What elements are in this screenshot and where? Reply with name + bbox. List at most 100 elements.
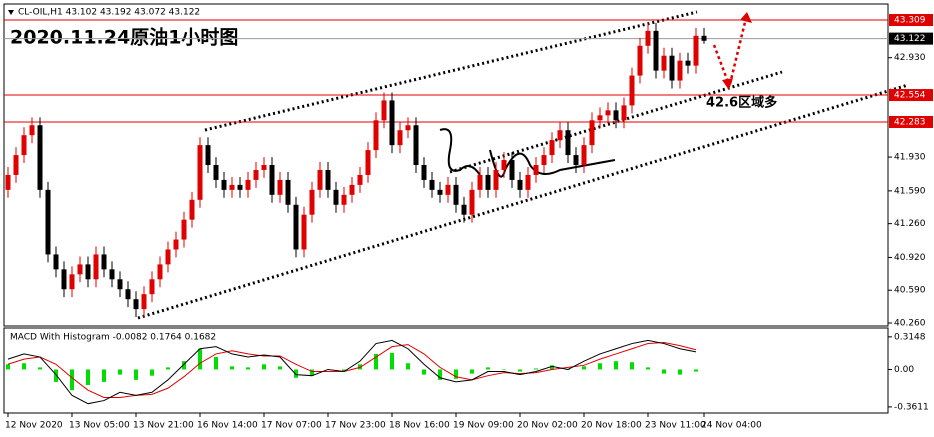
y-tick-label: 42.930 <box>894 53 926 63</box>
histogram-bar <box>86 369 90 386</box>
level-label-bg <box>889 115 933 128</box>
histogram-bar <box>310 369 314 376</box>
x-tick-label: 16 Nov 14:00 <box>197 421 258 431</box>
candle-body <box>605 110 611 116</box>
signal-line <box>7 342 697 398</box>
candle-body <box>677 60 683 81</box>
candle-body <box>189 199 195 220</box>
candle-body <box>493 169 499 190</box>
header: CL-OIL,H1 43.102 43.192 43.072 43.122 <box>18 8 200 18</box>
candle-body <box>253 169 259 180</box>
histogram-bar <box>374 353 378 370</box>
candle-body <box>269 165 275 195</box>
candle-body <box>589 120 595 146</box>
candle-body <box>541 155 547 166</box>
candle-body <box>93 254 99 280</box>
candle-body <box>357 174 363 185</box>
x-tick-label: 17 Nov 07:00 <box>261 421 322 431</box>
candle-body <box>181 219 187 240</box>
candle-body <box>557 130 563 141</box>
candle-body <box>221 179 227 190</box>
chart-title: 2020.11.24原油1小时图 <box>10 27 238 49</box>
histogram-bar <box>22 363 26 370</box>
histogram-bar <box>518 369 522 372</box>
histogram-bar <box>534 368 538 370</box>
x-tick-label: 12 Nov 2020 <box>5 421 63 431</box>
candle-body <box>29 125 35 136</box>
arrow-up <box>728 17 748 85</box>
main-frame <box>3 3 889 327</box>
x-tick-label: 20 Nov 02:00 <box>517 421 578 431</box>
x-tick-label: 17 Nov 23:00 <box>325 421 386 431</box>
candle-body <box>445 184 451 195</box>
y-tick-label: 0.3148 <box>894 332 926 342</box>
histogram-bar <box>678 369 682 375</box>
candle-body <box>5 174 11 190</box>
histogram-bar <box>70 369 74 391</box>
candle-body <box>349 184 355 195</box>
macd-line <box>7 339 697 405</box>
candle-body <box>245 179 251 190</box>
candle-body <box>317 169 323 190</box>
y-tick-label: 40.590 <box>894 286 926 296</box>
histogram-bar <box>470 369 474 374</box>
candle-body <box>701 35 707 41</box>
histogram-bar <box>598 363 602 370</box>
histogram-bar <box>390 352 394 370</box>
forecast-arrows <box>712 17 748 85</box>
channel-top <box>204 10 698 132</box>
candle-body <box>685 60 691 66</box>
y-tick-label: 41.590 <box>894 186 926 196</box>
histogram-bar <box>438 369 442 380</box>
candle-body <box>101 254 107 270</box>
level-label-bg <box>889 32 933 45</box>
histogram-bar <box>182 361 186 370</box>
candle-body <box>437 189 443 195</box>
level-label: 42.554 <box>894 91 926 101</box>
candle-body <box>509 160 515 180</box>
histogram-bar <box>102 369 106 382</box>
candle-body <box>333 189 339 205</box>
candle-body <box>469 189 475 215</box>
candle-body <box>581 145 587 166</box>
candle-body <box>693 35 699 66</box>
candle-body <box>309 189 315 215</box>
histogram-bar <box>422 369 426 375</box>
candle-body <box>117 279 123 290</box>
candle-body <box>37 125 43 190</box>
candle-body <box>373 120 379 151</box>
histogram-bar <box>198 348 202 370</box>
candle-body <box>45 189 51 255</box>
candle-body <box>477 174 483 190</box>
histogram-bar <box>150 369 154 376</box>
candle-body <box>109 269 115 280</box>
candle-body <box>141 294 147 310</box>
histogram-bar <box>230 366 234 370</box>
candle-body <box>125 289 131 300</box>
histogram-bar <box>486 367 490 370</box>
candle-body <box>53 254 59 270</box>
histogram-bar <box>118 369 122 375</box>
candle-body <box>525 174 531 190</box>
level-label: 42.283 <box>894 117 926 127</box>
y-tick-label: 40.920 <box>894 253 926 263</box>
candle-body <box>237 184 243 190</box>
y-tick-label: 41.260 <box>894 219 926 229</box>
candle-body <box>341 194 347 205</box>
candle-body <box>549 140 555 156</box>
candle-body <box>205 145 211 166</box>
y-tick-label: 41.930 <box>894 153 926 163</box>
candle-body <box>85 264 91 280</box>
x-tick-label: 19 Nov 09:00 <box>453 421 514 431</box>
y-tick-label: -0.3611 <box>894 402 929 412</box>
x-tick-label: 13 Nov 05:00 <box>69 421 130 431</box>
candle-body <box>173 239 179 250</box>
candle-body <box>365 150 371 175</box>
candle-body <box>197 145 203 200</box>
histogram-bar <box>246 367 250 370</box>
candle-body <box>597 115 603 121</box>
candle-body <box>533 165 539 175</box>
signature <box>439 128 616 178</box>
histogram-bar <box>54 369 58 382</box>
